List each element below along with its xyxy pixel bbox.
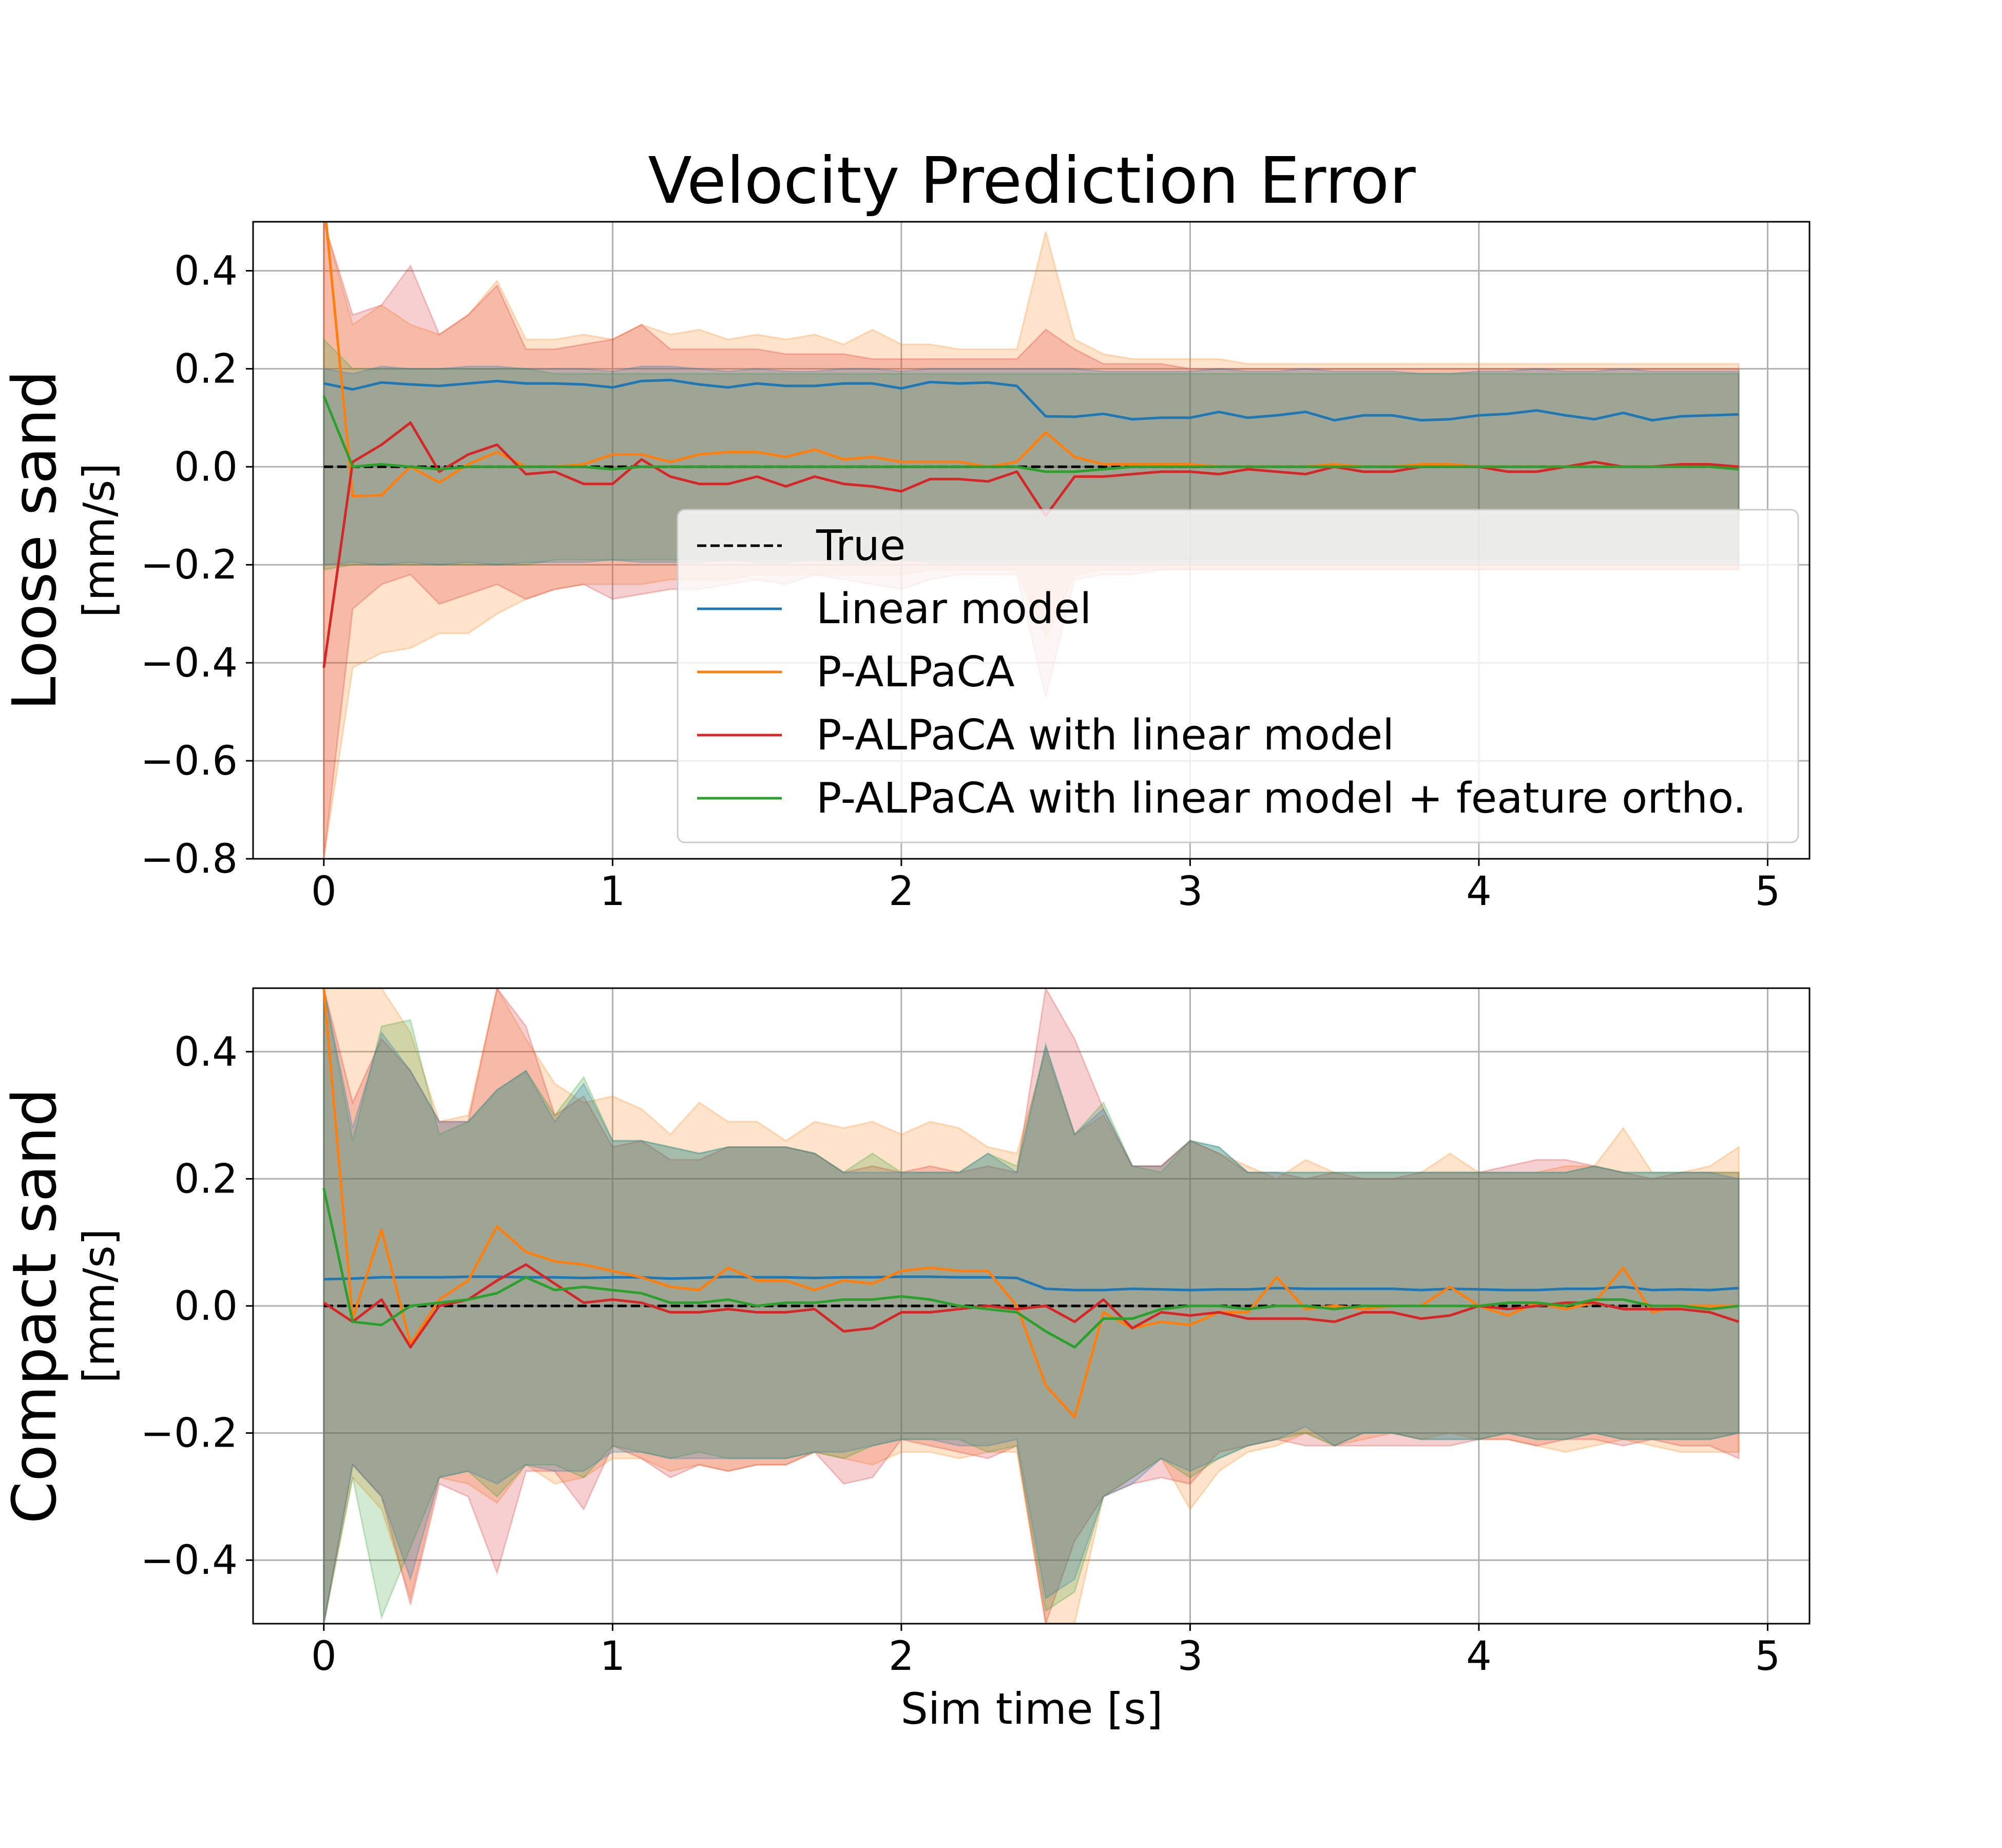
chart-title: Velocity Prediction Error <box>648 144 1416 218</box>
y-tick-label: 0.2 <box>174 1156 238 1202</box>
x-tick-label: 3 <box>1178 869 1203 915</box>
y-tick-label: −0.4 <box>141 640 238 686</box>
y-tick-label: 0.2 <box>174 346 238 392</box>
x-tick-label: 4 <box>1466 1633 1492 1680</box>
legend-label-true: True <box>816 522 906 570</box>
legend-frame <box>677 509 1799 843</box>
series-linear <box>323 1275 1739 1292</box>
x-tick-label: 2 <box>889 1633 914 1680</box>
series-palpaca <box>322 988 1739 1419</box>
series-palpaca_ortho <box>322 1188 1739 1349</box>
y-axis-label: Loose sand <box>0 370 70 710</box>
y-tick-label: −0.4 <box>141 1537 238 1584</box>
series-palpaca_ortho <box>322 395 1739 473</box>
x-tick-label: 2 <box>889 869 914 915</box>
y-tick-label: 0.0 <box>174 1283 238 1330</box>
legend-label-palpaca: P-ALPaCA <box>816 648 1015 697</box>
axes-frame <box>252 221 1811 860</box>
legend-label-linear: Linear model <box>816 585 1091 633</box>
x-tick-label: 5 <box>1755 1633 1781 1680</box>
x-tick-label: 1 <box>600 869 626 915</box>
y-tick-label: 0.4 <box>174 1029 238 1075</box>
plot-area <box>322 988 1740 1624</box>
y-axis-unit-label: [mm/s] <box>74 463 124 618</box>
series-palpaca_linear <box>322 421 1739 668</box>
x-tick-label: 1 <box>600 1633 626 1680</box>
panel-compact-sand: 0 1 2 3 4 5 −0.4 −0.2 0.0 0.2 0.4 Compact sand [mm/s… <box>0 987 1811 1680</box>
x-tick-label: 0 <box>311 1633 337 1680</box>
x-tick-label: 3 <box>1178 1633 1203 1680</box>
y-tick-label: 0.0 <box>174 444 238 490</box>
y-tick-label: −0.2 <box>141 1411 238 1457</box>
series-palpaca_linear <box>323 1263 1739 1349</box>
y-tick-label: −0.8 <box>141 836 238 882</box>
x-tick-label: 5 <box>1755 869 1781 915</box>
x-axis-label: Sim time [s] <box>901 1684 1163 1734</box>
y-tick-label: −0.2 <box>141 542 238 588</box>
y-axis-unit-label: [mm/s] <box>74 1228 124 1383</box>
y-axis-label: Compact sand <box>0 1088 70 1524</box>
x-tick-label: 0 <box>311 869 337 915</box>
y-tick-label: −0.6 <box>141 738 238 784</box>
legend-label-palpaca_linear: P-ALPaCA with linear model <box>816 711 1394 760</box>
legend: True Linear model P-ALPaCA P-ALPaCA with li… <box>677 509 1799 843</box>
y-tick-label: 0.4 <box>174 248 238 294</box>
legend-label-palpaca_ortho: P-ALPaCA with linear model + feature ort… <box>816 774 1746 823</box>
series-linear <box>323 378 1739 422</box>
x-tick-label: 4 <box>1466 869 1492 915</box>
